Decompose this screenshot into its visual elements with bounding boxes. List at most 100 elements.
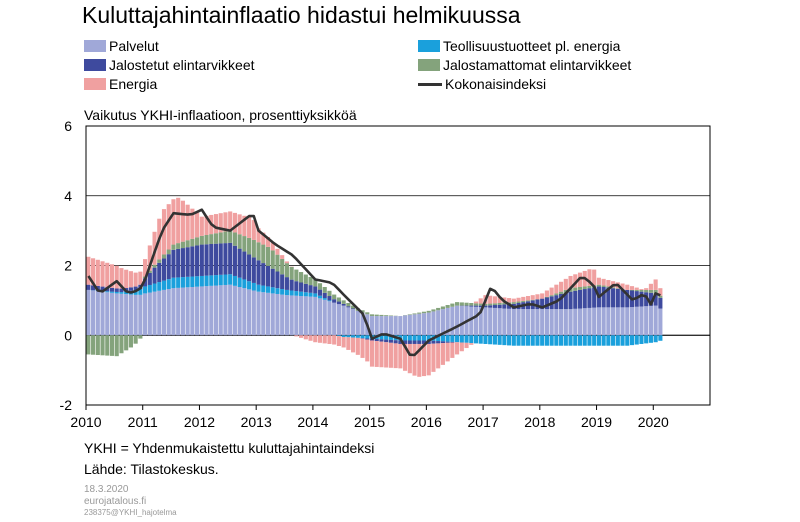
bar-segment: [313, 286, 318, 294]
bar-segment: [176, 287, 181, 336]
bar-segment: [639, 291, 644, 307]
bar-segment: [644, 288, 649, 290]
bar-segment: [417, 340, 422, 344]
bar-segment: [228, 284, 233, 336]
bar-segment: [615, 307, 620, 336]
bar-segment: [95, 335, 100, 356]
bar-segment: [327, 301, 332, 336]
legend-item-teollisuus: Teollisuustuotteet pl. energia: [418, 38, 620, 54]
bar-segment: [421, 311, 427, 314]
bar-segment: [100, 291, 105, 336]
bar-segment: [204, 234, 209, 245]
bar-segment: [497, 335, 502, 345]
bar-segment: [516, 301, 521, 303]
bar-segment: [327, 300, 332, 302]
x-tick-label: 2019: [581, 414, 612, 430]
bar-segment: [530, 295, 535, 300]
bar-segment: [228, 211, 233, 231]
bar-segment: [303, 296, 308, 336]
bar-segment: [587, 288, 592, 308]
bar-segment: [317, 295, 323, 299]
legend-swatch-kokonaisindeksi: [418, 82, 442, 86]
bar-segment: [412, 313, 417, 315]
bar-segment: [587, 269, 592, 286]
bar-segment: [436, 341, 441, 344]
bar-segment: [606, 286, 611, 288]
bar-segment: [516, 297, 521, 302]
y-axis-label: Vaikutus YKHI-inflaatioon, prosenttiyksi…: [84, 107, 357, 123]
bar-segment: [421, 340, 427, 344]
bar-segment: [559, 291, 564, 294]
bar-segment: [133, 286, 138, 291]
bar-segment: [308, 296, 313, 336]
bar-segment: [601, 307, 606, 336]
bar-segment: [634, 335, 639, 345]
bar-segment: [86, 289, 91, 336]
bar-segment: [648, 335, 653, 343]
bar-segment: [242, 251, 247, 280]
bar-segment: [398, 343, 403, 369]
bar-segment: [455, 302, 460, 306]
bar-segment: [190, 276, 195, 288]
bar-segment: [596, 284, 601, 287]
bar-segment: [587, 285, 592, 289]
bar-segment: [280, 255, 285, 259]
bar-segment: [204, 215, 209, 235]
bar-segment: [388, 335, 393, 340]
bar-segment: [327, 335, 332, 344]
bar-segment: [483, 305, 488, 308]
bar-segment: [270, 242, 275, 251]
bar-segment: [237, 277, 242, 288]
bar-segment: [256, 228, 261, 243]
bar-segment: [587, 307, 592, 336]
bar-segment: [190, 238, 195, 247]
bar-segment: [369, 316, 375, 336]
bar-segment: [469, 335, 474, 344]
bar-segment: [251, 282, 256, 291]
chart-code: 238375@YKHI_hajotelma: [84, 508, 177, 517]
bar-segment: [521, 335, 526, 346]
bar-segment: [653, 289, 658, 294]
bar-segment: [436, 343, 441, 369]
bar-segment: [308, 292, 313, 297]
bar-segment: [114, 293, 119, 336]
bar-segment: [284, 277, 289, 290]
bar-segment: [317, 298, 323, 336]
publish-date: 18.3.2020: [84, 484, 129, 495]
bar-segment: [398, 340, 403, 344]
bar-segment: [644, 289, 649, 293]
bar-segment: [417, 313, 422, 336]
bar-segment: [223, 284, 228, 336]
bar-segment: [157, 290, 162, 336]
bar-segment: [299, 282, 304, 292]
bar-segment: [625, 307, 630, 336]
bar-segment: [464, 302, 469, 306]
bar-segment: [445, 335, 450, 342]
bar-segment: [573, 335, 578, 346]
bar-segment: [105, 262, 110, 288]
bar-segment: [251, 290, 256, 336]
bar-segment: [412, 340, 417, 344]
bar-segment: [355, 335, 360, 338]
bar-segment: [152, 231, 157, 265]
bar-segment: [611, 307, 616, 336]
bar-segment: [180, 200, 185, 242]
bar-segment: [336, 301, 341, 305]
bar-segment: [351, 308, 356, 310]
bar-segment: [147, 245, 152, 271]
bar-segment: [379, 335, 384, 340]
bar-segment: [388, 315, 393, 317]
bar-segment: [199, 235, 204, 245]
bar-segment: [133, 290, 138, 295]
bar-segment: [213, 214, 219, 234]
bar-segment: [332, 302, 337, 336]
bar-segment: [86, 335, 91, 355]
bar-segment: [365, 312, 370, 315]
bar-segment: [152, 264, 157, 268]
bar-segment: [374, 339, 379, 342]
bar-segment: [166, 204, 171, 250]
bar-segment: [251, 257, 256, 283]
bar-segment: [161, 209, 167, 255]
bar-segment: [573, 274, 578, 288]
bar-segment: [171, 277, 176, 289]
